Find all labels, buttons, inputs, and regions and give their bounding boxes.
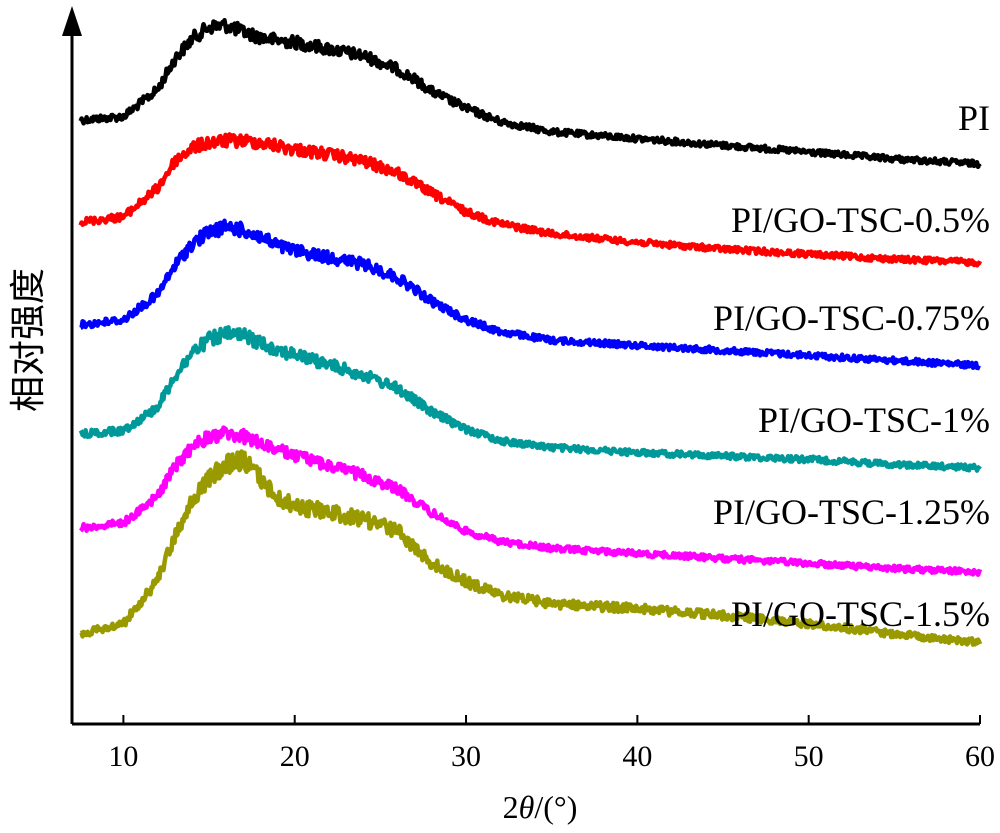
series-label-2: PI/GO-TSC-0.5%: [731, 200, 990, 240]
x-tick-label: 40: [622, 740, 652, 773]
y-axis-arrow-icon: [62, 6, 82, 36]
x-tick-label: 20: [280, 740, 310, 773]
series-line-5: [79, 425, 983, 577]
x-tick-label: 60: [965, 740, 995, 773]
y-axis-title: 相对强度: [8, 268, 49, 412]
x-tick-label: 10: [108, 740, 138, 773]
series-line-6: [79, 449, 983, 647]
series-labels: PI PI/GO-TSC-0.5% PI/GO-TSC-0.75% PI/GO-TSC…: [713, 98, 990, 634]
series-line-3: [79, 218, 982, 371]
series-label-5: PI/GO-TSC-1.25%: [713, 492, 990, 532]
series-line-1: [78, 17, 982, 170]
series-label-3: PI/GO-TSC-0.75%: [713, 298, 990, 338]
series-line-4: [78, 325, 982, 473]
series-label-4: PI/GO-TSC-1%: [758, 400, 990, 440]
x-tick-label: 50: [794, 740, 824, 773]
x-tick-label: 30: [451, 740, 481, 773]
x-axis-title: 2θ/(°): [503, 789, 578, 825]
series-line-2: [78, 132, 983, 268]
series-label-1: PI: [958, 98, 990, 138]
x-ticks: 10 20 30 40 50 60: [108, 715, 995, 773]
series-group: [78, 17, 983, 647]
series-label-6: PI/GO-TSC-1.5%: [731, 594, 990, 634]
